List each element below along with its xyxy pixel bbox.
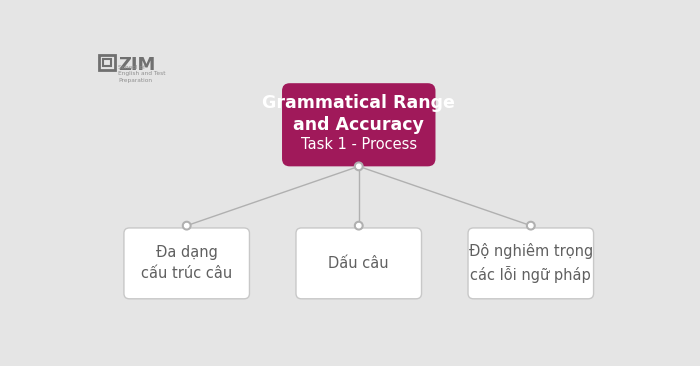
FancyBboxPatch shape bbox=[468, 228, 594, 299]
FancyBboxPatch shape bbox=[296, 228, 421, 299]
Circle shape bbox=[356, 164, 361, 168]
Circle shape bbox=[185, 224, 189, 228]
Text: ZIM: ZIM bbox=[118, 56, 156, 74]
Circle shape bbox=[356, 224, 361, 228]
Circle shape bbox=[526, 221, 535, 230]
Circle shape bbox=[528, 224, 533, 228]
Text: Task 1 - Process: Task 1 - Process bbox=[301, 137, 416, 152]
Circle shape bbox=[354, 162, 363, 171]
FancyBboxPatch shape bbox=[282, 83, 435, 167]
Circle shape bbox=[354, 221, 363, 230]
Text: Grammatical Range
and Accuracy: Grammatical Range and Accuracy bbox=[262, 94, 455, 134]
Text: School of
English and Test
Preparation: School of English and Test Preparation bbox=[118, 65, 166, 82]
Text: Đa dạng
cấu trúc câu: Đa dạng cấu trúc câu bbox=[141, 245, 232, 281]
Circle shape bbox=[183, 221, 191, 230]
Text: Dấu câu: Dấu câu bbox=[328, 256, 389, 271]
Text: Độ nghiêm trọng
các lỗi ngữ pháp: Độ nghiêm trọng các lỗi ngữ pháp bbox=[469, 243, 593, 283]
FancyBboxPatch shape bbox=[124, 228, 249, 299]
